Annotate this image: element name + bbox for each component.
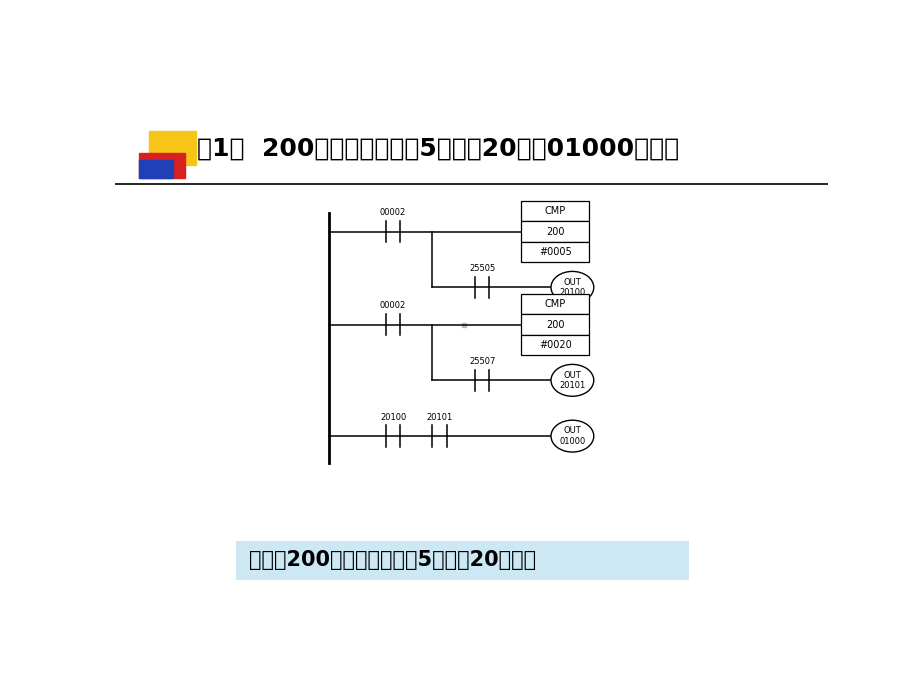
Text: #0020: #0020 [539, 339, 571, 350]
Text: OUT
20100: OUT 20100 [559, 277, 584, 297]
FancyBboxPatch shape [521, 294, 588, 315]
Text: CMP: CMP [544, 299, 565, 309]
FancyBboxPatch shape [521, 201, 588, 221]
FancyBboxPatch shape [521, 335, 588, 355]
Text: 25507: 25507 [469, 357, 494, 366]
Text: OUT
01000: OUT 01000 [559, 426, 584, 446]
Bar [139, 160, 173, 179]
Text: 问题：200通道的数据小于5或大于20时呢？: 问题：200通道的数据小于5或大于20时呢？ [249, 551, 536, 571]
Text: 200: 200 [546, 319, 564, 330]
Text: 20101: 20101 [425, 413, 452, 422]
FancyBboxPatch shape [521, 241, 588, 262]
Text: OUT
20101: OUT 20101 [559, 371, 584, 390]
Bar [149, 130, 196, 165]
Text: 25505: 25505 [469, 264, 494, 273]
FancyBboxPatch shape [521, 221, 588, 242]
Text: 200: 200 [546, 226, 564, 237]
Text: 例1：  200通道的数据大于5且小于20时，01000有输出: 例1： 200通道的数据大于5且小于20时，01000有输出 [197, 136, 678, 160]
Text: 00002: 00002 [380, 302, 406, 310]
Text: CMP: CMP [544, 206, 565, 217]
Text: #0005: #0005 [539, 247, 571, 257]
Text: 20100: 20100 [380, 413, 406, 422]
Bar [139, 153, 185, 179]
Text: 00002: 00002 [380, 208, 406, 217]
FancyBboxPatch shape [236, 542, 688, 580]
FancyBboxPatch shape [521, 315, 588, 335]
